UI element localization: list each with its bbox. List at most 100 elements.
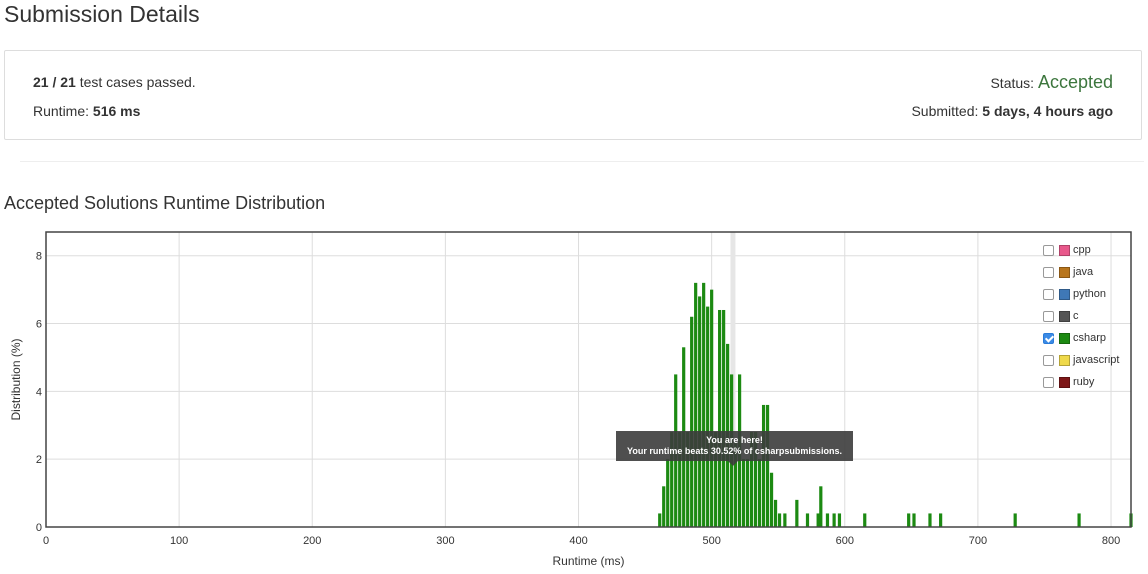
bar xyxy=(765,404,770,527)
legend-swatch-javascript xyxy=(1059,354,1070,366)
legend-label-javascript: javascript xyxy=(1073,354,1120,366)
bar xyxy=(670,432,674,527)
status-row: Status: Accepted xyxy=(990,72,1113,93)
bar xyxy=(749,432,754,527)
legend-checkbox-python[interactable] xyxy=(1043,288,1054,300)
passed-count: 21 / 21 xyxy=(33,74,76,90)
x-tick-label: 0 xyxy=(43,535,49,547)
bar xyxy=(722,309,726,527)
x-tick-label: 800 xyxy=(1102,535,1120,547)
x-tick-label: 600 xyxy=(836,535,854,547)
status-accepted-link[interactable]: Accepted xyxy=(1037,72,1113,92)
legend-item-javascript[interactable]: javascript xyxy=(1043,349,1119,371)
bar xyxy=(690,316,694,527)
bar xyxy=(686,432,690,527)
runtime-label: Runtime: xyxy=(33,103,93,119)
legend-label-java: java xyxy=(1073,266,1094,278)
bar xyxy=(769,472,774,527)
bar xyxy=(698,296,702,527)
passed-text: test cases passed. xyxy=(75,74,196,90)
bar xyxy=(1013,513,1017,527)
bar xyxy=(678,432,682,527)
x-tick-label: 200 xyxy=(303,535,321,547)
bar xyxy=(761,404,766,527)
bar xyxy=(819,486,823,527)
bar xyxy=(837,513,842,527)
plot-area-border xyxy=(45,231,1132,528)
bar xyxy=(863,513,867,527)
bar xyxy=(745,459,750,527)
runtime-value: 516 ms xyxy=(92,103,141,119)
bar xyxy=(714,432,718,527)
x-tick-label: 700 xyxy=(969,535,987,547)
bar xyxy=(832,513,836,527)
y-tick-label: 0 xyxy=(36,522,42,534)
bar xyxy=(928,513,932,527)
bar xyxy=(783,513,787,527)
legend-swatch-c xyxy=(1059,310,1070,322)
bar xyxy=(825,513,830,527)
bar xyxy=(939,513,943,527)
legend-swatch-python xyxy=(1059,288,1070,300)
bar xyxy=(694,282,698,527)
legend-label-csharp: csharp xyxy=(1073,332,1107,344)
tooltip-line-1: You are here! xyxy=(706,435,763,445)
bar xyxy=(662,486,666,527)
legend-swatch-ruby xyxy=(1059,376,1070,388)
bar xyxy=(666,459,670,527)
y-axis-title: Distribution (%) xyxy=(9,338,23,420)
legend-item-python[interactable]: python xyxy=(1043,283,1119,305)
legend-checkbox-java[interactable] xyxy=(1043,266,1054,278)
x-tick-label: 400 xyxy=(569,535,587,547)
legend-checkbox-csharp[interactable] xyxy=(1043,332,1054,344)
test-cases-passed: 21 / 21 test cases passed. xyxy=(33,74,196,90)
legend-item-csharp[interactable]: csharp xyxy=(1043,327,1119,349)
legend-item-java[interactable]: java xyxy=(1043,261,1119,283)
runtime-distribution-chart: 0 100 200 300 400 500 600 700 800 0 2 4 6 8 Runtime (m… xyxy=(9,231,1133,568)
legend-checkbox-ruby[interactable] xyxy=(1043,376,1054,388)
bar xyxy=(753,432,758,527)
bar xyxy=(795,499,799,527)
legend-checkbox-javascript[interactable] xyxy=(1043,354,1054,366)
bar xyxy=(1077,513,1081,527)
legend-checkbox-c[interactable] xyxy=(1043,310,1054,322)
legend-swatch-csharp xyxy=(1059,332,1070,344)
legend-swatch-cpp xyxy=(1059,244,1070,256)
bar xyxy=(805,513,810,527)
y-tick-label: 2 xyxy=(36,454,42,466)
submitted-label: Submitted: xyxy=(911,103,983,119)
bar xyxy=(777,513,782,527)
bar xyxy=(710,289,714,527)
bar xyxy=(702,282,706,527)
submitted-row: Submitted: 5 days, 4 hours ago xyxy=(911,103,1113,119)
runtime-tooltip: You are here! Your runtime beats 30.52% … xyxy=(616,431,853,466)
y-tick-label: 4 xyxy=(36,386,42,398)
x-axis-title: Runtime (ms) xyxy=(552,554,624,568)
legend-checkbox-cpp[interactable] xyxy=(1043,244,1054,256)
bar xyxy=(757,459,762,527)
bar xyxy=(773,499,778,527)
legend-item-ruby[interactable]: ruby xyxy=(1043,371,1119,393)
bar xyxy=(734,442,738,527)
legend-item-cpp[interactable]: cpp xyxy=(1043,239,1119,261)
y-tick-label: 8 xyxy=(36,251,42,263)
bar xyxy=(706,306,710,527)
x-tick-label: 500 xyxy=(702,535,720,547)
x-tick-label: 100 xyxy=(170,535,188,547)
legend-swatch-java xyxy=(1059,266,1070,278)
bar xyxy=(912,513,916,527)
submitted-value: 5 days, 4 hours ago xyxy=(982,103,1113,119)
x-tick-label: 300 xyxy=(436,535,454,547)
legend-label-c: c xyxy=(1073,310,1079,322)
legend-item-c[interactable]: c xyxy=(1043,305,1119,327)
section-title: Accepted Solutions Runtime Distribution xyxy=(4,193,326,213)
submission-summary-card: 21 / 21 test cases passed. Runtime: 516 … xyxy=(4,50,1142,140)
runtime-row: Runtime: 516 ms xyxy=(33,103,140,119)
chart-legend: cpp java python c csharp javascript ruby xyxy=(1043,239,1119,393)
legend-label-cpp: cpp xyxy=(1073,244,1091,256)
y-tick-label: 6 xyxy=(36,319,42,331)
bar xyxy=(658,513,662,527)
tooltip-line-2: Your runtime beats 30.52% of csharpsubmi… xyxy=(627,446,842,456)
legend-label-python: python xyxy=(1073,288,1107,300)
divider xyxy=(20,161,1144,162)
